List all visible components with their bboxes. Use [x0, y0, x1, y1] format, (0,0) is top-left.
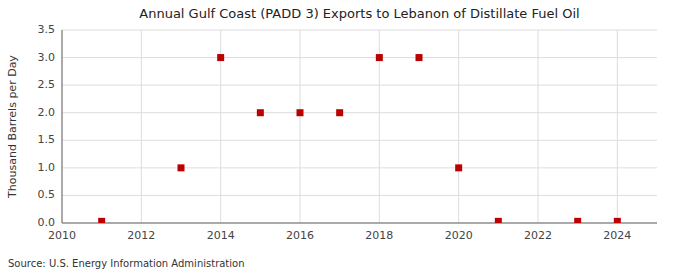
- y-grid-line: [62, 112, 657, 113]
- x-tick-label: 2010: [48, 229, 76, 242]
- y-grid-line: [62, 30, 657, 31]
- x-axis-line: [62, 223, 657, 224]
- point: [416, 54, 423, 61]
- point: [614, 218, 621, 223]
- point: [178, 164, 185, 171]
- y-grid-line: [62, 167, 657, 168]
- y-tick-label: 2.0: [38, 106, 56, 119]
- x-grid-line: [538, 30, 539, 223]
- y-tick-label: 1.0: [38, 161, 56, 174]
- x-tick-label: 2024: [603, 229, 631, 242]
- point: [98, 218, 105, 223]
- y-tick-label: 1.5: [38, 133, 56, 146]
- y-axis-line: [62, 30, 63, 223]
- x-tick-label: 2022: [524, 229, 552, 242]
- x-grid-line: [458, 30, 459, 223]
- x-grid-line: [141, 30, 142, 223]
- point: [336, 109, 343, 116]
- title: Annual Gulf Coast (PADD 3) Exports to Le…: [139, 6, 579, 21]
- axes: 0.0 0.5 1.0 1.5 2.0 2.5 3.0 3.5 2010 2012 2014 2016…: [38, 23, 658, 242]
- y-grid-line: [62, 223, 657, 224]
- y-grid-line: [62, 85, 657, 86]
- y-axis-label: Thousand Barrels per Day: [6, 55, 19, 199]
- point: [455, 164, 462, 171]
- x-tick-label: 2018: [365, 229, 393, 242]
- point: [297, 109, 304, 116]
- points: [98, 54, 621, 223]
- point: [495, 218, 502, 223]
- x-grid-line: [300, 30, 301, 223]
- y-tick-label: 3.0: [38, 51, 56, 64]
- source: Source: U.S. Energy Information Administ…: [8, 258, 245, 269]
- x-tick-label: 2012: [127, 229, 155, 242]
- point: [217, 54, 224, 61]
- chart: 0.0 0.5 1.0 1.5 2.0 2.5 3.0 3.5 2010 2012 2014 2016…: [0, 0, 675, 275]
- point: [376, 54, 383, 61]
- x-grid-line: [617, 30, 618, 223]
- grid: [62, 30, 657, 223]
- y-grid-line: [62, 57, 657, 58]
- y-tick-label: 0.5: [38, 188, 56, 201]
- y-tick-label: 0.0: [38, 216, 56, 229]
- x-grid-line: [62, 30, 63, 223]
- y-grid-line: [62, 140, 657, 141]
- y-tick-label: 3.5: [38, 23, 56, 36]
- x-tick-label: 2020: [445, 229, 473, 242]
- point: [574, 218, 581, 223]
- x-tick-label: 2014: [207, 229, 235, 242]
- x-tick-label: 2016: [286, 229, 314, 242]
- y-tick-label: 2.5: [38, 78, 56, 91]
- point: [257, 109, 264, 116]
- y-grid-line: [62, 195, 657, 196]
